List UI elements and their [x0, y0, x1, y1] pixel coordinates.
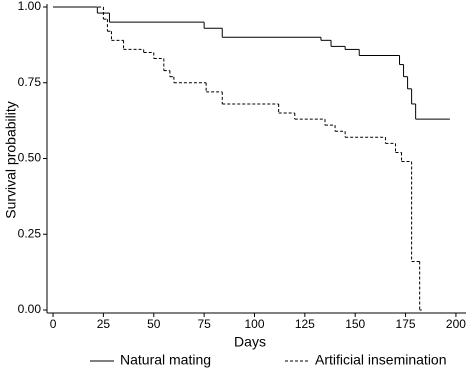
y-tick-label: 0.00 — [18, 302, 42, 316]
x-tick-label: 50 — [147, 317, 161, 331]
x-tick-label: 125 — [295, 317, 315, 331]
y-axis-label: Survival probability — [3, 101, 19, 219]
y-tick-label: 1.00 — [18, 0, 42, 13]
legend-label: Natural mating — [120, 352, 211, 368]
y-tick-label: 0.75 — [18, 75, 42, 89]
y-tick-label: 0.50 — [18, 151, 42, 165]
legend-label: Artificial insemination — [315, 352, 447, 368]
x-tick-label: 150 — [345, 317, 365, 331]
x-tick-label: 100 — [244, 317, 264, 331]
x-axis-label: Days — [234, 334, 266, 350]
x-tick-label: 175 — [396, 317, 416, 331]
x-tick-label: 0 — [50, 317, 57, 331]
x-tick-label: 25 — [97, 317, 111, 331]
x-tick-label: 75 — [197, 317, 211, 331]
x-tick-label: 200 — [446, 317, 466, 331]
y-tick-label: 0.25 — [18, 226, 42, 240]
